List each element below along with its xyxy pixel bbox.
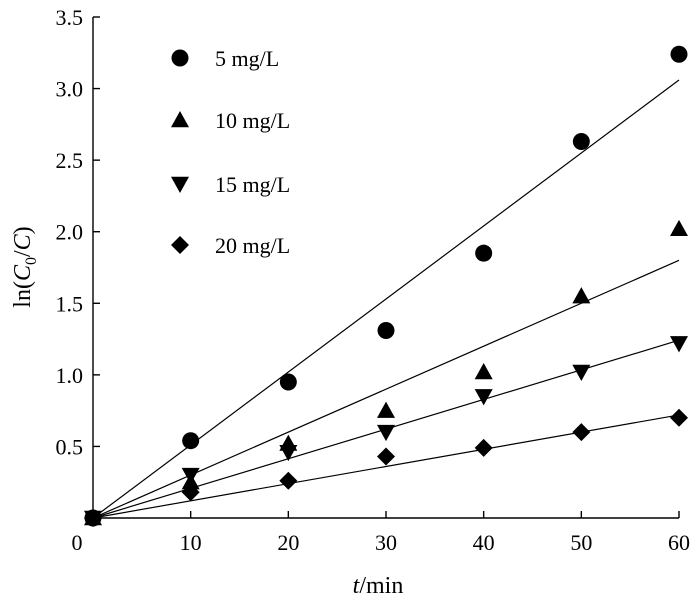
y-axis-label-slash: / (10, 250, 36, 257)
data-point-series-4 (474, 438, 493, 457)
data-point-series-3 (377, 424, 395, 442)
x-tick-label: 20 (277, 530, 299, 555)
y-tick-label: 2.0 (56, 220, 84, 245)
legend-label-series-3: 15 mg/L (215, 172, 290, 197)
legend-label-series-1: 5 mg/L (215, 46, 279, 71)
y-tick-label: 3.5 (56, 5, 84, 30)
data-point-series-2 (377, 401, 395, 418)
data-point-series-1 (572, 133, 590, 151)
legend-marker-series-3 (171, 176, 189, 193)
x-tick-label: 10 (180, 530, 202, 555)
x-tick-label: 30 (375, 530, 397, 555)
data-point-series-1 (475, 244, 493, 262)
data-point-series-1 (377, 321, 395, 339)
data-point-series-4 (181, 483, 200, 502)
x-tick-label: 0 (72, 530, 83, 555)
data-point-series-4 (84, 509, 102, 527)
data-point-series-3 (181, 467, 200, 485)
data-point-series-3 (572, 364, 591, 381)
ticks: 0 10 20 30 40 50 60 0.5 1.0 1.5 2.0 2.5 3.0 3.5 (56, 5, 691, 555)
data-point-series-3 (279, 444, 298, 462)
legend-marker-series-4 (171, 236, 189, 254)
y-axis-label-c2: C (10, 233, 36, 250)
data-point-series-2 (670, 219, 688, 237)
axes (92, 17, 679, 519)
data-point-series-4 (279, 471, 298, 490)
y-tick-label: 2.5 (56, 148, 84, 173)
legend-marker-series-2 (171, 111, 189, 128)
y-tick-label: 0.5 (56, 434, 84, 459)
y-tick-label: 1.5 (56, 291, 84, 316)
y-axis-label-suffix: ) (10, 226, 36, 234)
y-axis-label-prefix: ln( (10, 281, 36, 308)
data-point-series-4 (572, 423, 591, 442)
x-tick-label: 50 (570, 530, 592, 555)
x-tick-label: 60 (668, 530, 690, 555)
data-point-series-1 (182, 432, 200, 450)
x-axis-label-var: t (353, 573, 361, 599)
legend: 5 mg/L 10 mg/L 15 mg/L 20 mg/L (171, 46, 290, 258)
y-tick-label: 1.0 (56, 363, 84, 388)
legend-label-series-2: 10 mg/L (215, 108, 290, 133)
data-points (84, 45, 688, 527)
y-axis-label-sub: 0 (23, 257, 40, 265)
y-tick-label: 3.0 (56, 77, 84, 102)
x-axis-label: t/min (353, 573, 404, 599)
data-point-series-2 (474, 362, 493, 380)
legend-label-series-4: 20 mg/L (215, 233, 290, 258)
data-point-series-2 (572, 287, 591, 304)
x-tick-label: 40 (473, 530, 495, 555)
y-axis-label-c: C (10, 264, 36, 281)
legend-marker-series-1 (171, 49, 189, 67)
data-point-series-3 (474, 389, 493, 406)
data-point-series-1 (279, 373, 297, 391)
data-point-series-1 (670, 45, 688, 63)
data-point-series-3 (670, 336, 688, 353)
data-point-series-4 (670, 408, 688, 427)
x-axis-label-unit: /min (359, 573, 403, 599)
y-axis-label: ln(C0/C) (10, 226, 40, 307)
data-point-series-4 (377, 447, 395, 466)
